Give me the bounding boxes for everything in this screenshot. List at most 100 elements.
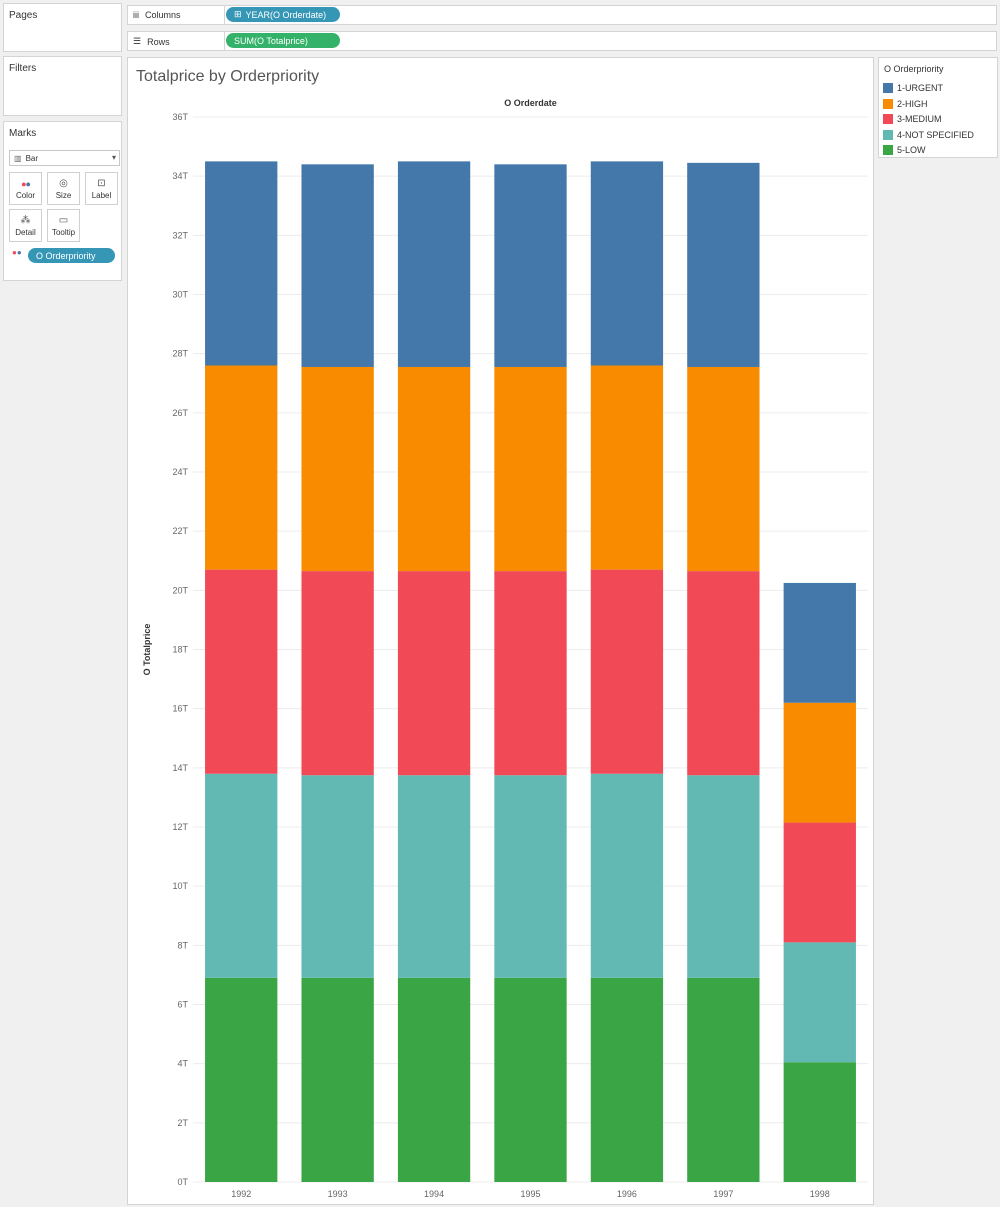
size-button[interactable]: ◎ Size [47, 172, 80, 205]
bar-segment[interactable] [397, 366, 471, 572]
bar-segment[interactable] [494, 366, 567, 572]
viz-panel: Totalprice by Orderpriority 0T 2T 4T 6T 8T 10… [127, 57, 874, 1205]
bar-segment[interactable] [590, 773, 664, 978]
rows-pill[interactable]: SUM(O Totalprice) [226, 33, 340, 48]
legend-item[interactable]: 2-HIGH [883, 98, 928, 109]
filters-title: Filters [9, 63, 37, 74]
bar-segment[interactable] [783, 1062, 856, 1182]
legend-label: 4-NOT SPECIFIED [897, 129, 974, 140]
bar-segment[interactable] [397, 977, 471, 1182]
x-axis-title: O Orderdate [504, 98, 557, 108]
label-icon: ⊡ [97, 178, 106, 189]
y-tick-label: 12T [172, 822, 188, 832]
x-tick-label: 1995 [520, 1189, 540, 1199]
bar-segment[interactable] [397, 775, 471, 978]
bar-segment[interactable] [590, 365, 664, 570]
legend-label: 3-MEDIUM [897, 114, 942, 124]
legend-item[interactable]: 1-URGENT [883, 83, 943, 93]
pages-shelf[interactable]: Pages [3, 3, 122, 52]
bar-segment[interactable] [397, 161, 471, 367]
label-button[interactable]: ⊡ Label [85, 172, 118, 205]
bar-segment[interactable] [783, 582, 856, 703]
legend-item[interactable]: 5-LOW [883, 145, 926, 155]
marks-card: Marks ▥ Bar ▾ ●● Color ◎ Size ⊡ Label ⁂ … [3, 121, 122, 281]
columns-shelf[interactable]: iii Columns ⊞ YEAR(O Orderdate) [127, 5, 997, 25]
x-tick-label: 1994 [424, 1189, 444, 1199]
bar-segment[interactable] [301, 775, 374, 978]
bar-segment[interactable] [397, 571, 471, 776]
color-dots-icon: ●● [21, 179, 31, 189]
detail-icon: ⁂ [20, 215, 31, 226]
y-tick-label: 36T [172, 112, 188, 122]
y-tick-label: 4T [177, 1059, 188, 1069]
columns-pill-label: YEAR(O Orderdate) [245, 9, 327, 20]
bar-segment[interactable] [494, 164, 567, 367]
y-tick-label: 32T [172, 230, 188, 240]
columns-shelf-label-wrap: iii Columns [133, 10, 181, 20]
bar-segment[interactable] [783, 942, 856, 1063]
y-axis-title: O Totalprice [142, 624, 152, 676]
y-tick-label: 22T [172, 526, 188, 536]
x-tick-label: 1998 [810, 1189, 830, 1199]
bar-segment[interactable] [590, 569, 664, 774]
color-field-pill[interactable]: O Orderpriority [28, 248, 115, 263]
bar-segment[interactable] [301, 571, 374, 776]
bar-segment[interactable] [301, 977, 374, 1182]
legend-item[interactable]: 3-MEDIUM [883, 114, 942, 124]
bar-segment[interactable] [205, 569, 278, 774]
columns-pill[interactable]: ⊞ YEAR(O Orderdate) [226, 7, 340, 22]
legend-item[interactable]: 4-NOT SPECIFIED [883, 129, 974, 140]
bar-segment[interactable] [494, 571, 567, 776]
legend-label: 2-HIGH [897, 98, 928, 109]
legend-label: 5-LOW [897, 145, 926, 155]
color-button-label: Color [15, 191, 36, 200]
bar-segment[interactable] [205, 773, 278, 978]
stacked-bar-chart[interactable]: 0T 2T 4T 6T 8T 10T 12T 14T 16T 18T 20T 22T 24T 26T 28T… [128, 58, 873, 1204]
y-tick-label: 14T [172, 763, 188, 773]
y-tick-label: 28T [172, 349, 188, 359]
bar-segment[interactable] [687, 977, 760, 1182]
bar-segment[interactable] [687, 366, 760, 572]
legend-swatch [883, 83, 893, 93]
chart-title: Totalprice by Orderpriority [136, 68, 320, 85]
tooltip-button-label: Tooltip [51, 228, 76, 237]
bar-segment[interactable] [783, 702, 856, 823]
bar-segment[interactable] [687, 162, 760, 367]
rows-shelf[interactable]: ☰ Rows SUM(O Totalprice) [127, 31, 997, 51]
bar-chart-icon: ▥ [14, 153, 22, 163]
columns-divider [224, 6, 225, 24]
x-tick-label: 1997 [713, 1189, 733, 1199]
size-button-label: Size [55, 191, 72, 200]
label-button-label: Label [91, 191, 112, 200]
bar-segment[interactable] [494, 977, 567, 1182]
size-icon: ◎ [59, 178, 68, 189]
x-tick-label: 1993 [328, 1189, 348, 1199]
filters-shelf[interactable]: Filters [3, 56, 122, 116]
color-button[interactable]: ●● Color [9, 172, 42, 205]
bar-segment[interactable] [301, 164, 374, 367]
bar-segment[interactable] [205, 161, 278, 366]
y-tick-label: 20T [172, 585, 188, 595]
detail-button[interactable]: ⁂ Detail [9, 209, 42, 242]
pages-title: Pages [9, 10, 38, 21]
tooltip-button[interactable]: ▭ Tooltip [47, 209, 80, 242]
legend-swatch [883, 98, 893, 109]
bar-segment[interactable] [590, 161, 664, 366]
y-tick-label: 6T [177, 1000, 188, 1010]
bar-segment[interactable] [494, 775, 567, 978]
bar-segment[interactable] [687, 571, 760, 776]
detail-button-label: Detail [15, 228, 36, 237]
marks-title: Marks [9, 128, 37, 139]
columns-label: Columns [145, 10, 181, 20]
bar-segment[interactable] [687, 775, 760, 978]
rows-icon: ☰ [133, 36, 142, 46]
legend-label: 1-URGENT [897, 83, 944, 93]
legend-swatch [883, 114, 893, 124]
bar-segment[interactable] [301, 366, 374, 572]
bar-segment[interactable] [590, 977, 664, 1182]
bar-segment[interactable] [205, 365, 278, 570]
bar-segment[interactable] [783, 822, 856, 943]
columns-icon: iii [133, 10, 139, 20]
bar-segment[interactable] [205, 977, 278, 1182]
mark-type-select[interactable]: ▥ Bar ▾ [9, 150, 120, 166]
